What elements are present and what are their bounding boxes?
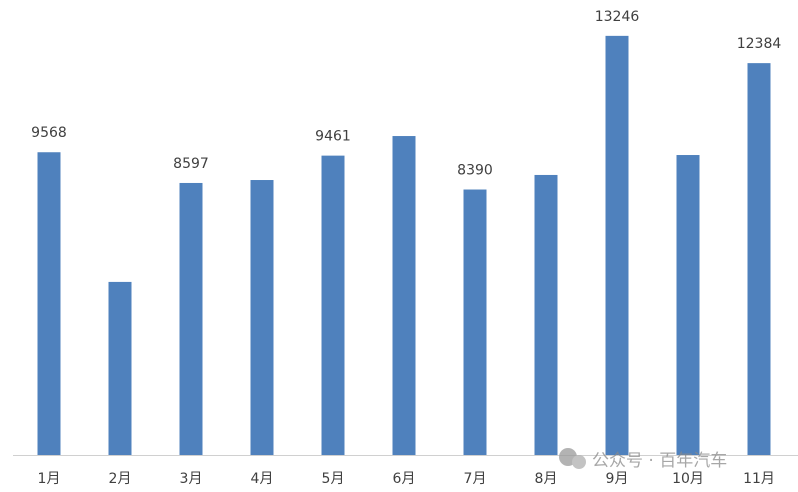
- watermark-icon: [572, 455, 586, 469]
- bar: [747, 63, 771, 455]
- value-label: 8390: [457, 163, 493, 179]
- x-tick-label: 1月: [38, 471, 61, 487]
- watermark-text: 公众号 · 百年汽车: [592, 451, 727, 471]
- bar: [321, 155, 345, 455]
- bar: [534, 174, 558, 456]
- x-tick-label: 7月: [464, 471, 487, 487]
- x-tick-label: 2月: [109, 471, 132, 487]
- value-label: 12384: [737, 36, 782, 52]
- value-label: 13246: [595, 9, 640, 25]
- bar: [108, 281, 132, 455]
- bar: [179, 182, 203, 455]
- x-tick-label: 5月: [322, 471, 345, 487]
- bar: [463, 189, 487, 456]
- x-tick-label: 11月: [743, 471, 775, 487]
- x-tick-label: 4月: [251, 471, 274, 487]
- watermark: 公众号 · 百年汽车: [559, 448, 727, 471]
- bar: [605, 35, 629, 456]
- value-label: 9461: [315, 129, 351, 145]
- value-label: 9568: [31, 125, 67, 141]
- bar: [37, 152, 61, 455]
- bar: [676, 155, 700, 456]
- bar: [392, 136, 416, 456]
- x-tick-label: 6月: [393, 471, 416, 487]
- x-tick-label: 10月: [672, 471, 704, 487]
- value-label: 8597: [173, 156, 209, 172]
- x-tick-label: 8月: [535, 471, 558, 487]
- bar: [250, 180, 274, 456]
- x-tick-label: 9月: [606, 471, 629, 487]
- x-tick-label: 3月: [180, 471, 203, 487]
